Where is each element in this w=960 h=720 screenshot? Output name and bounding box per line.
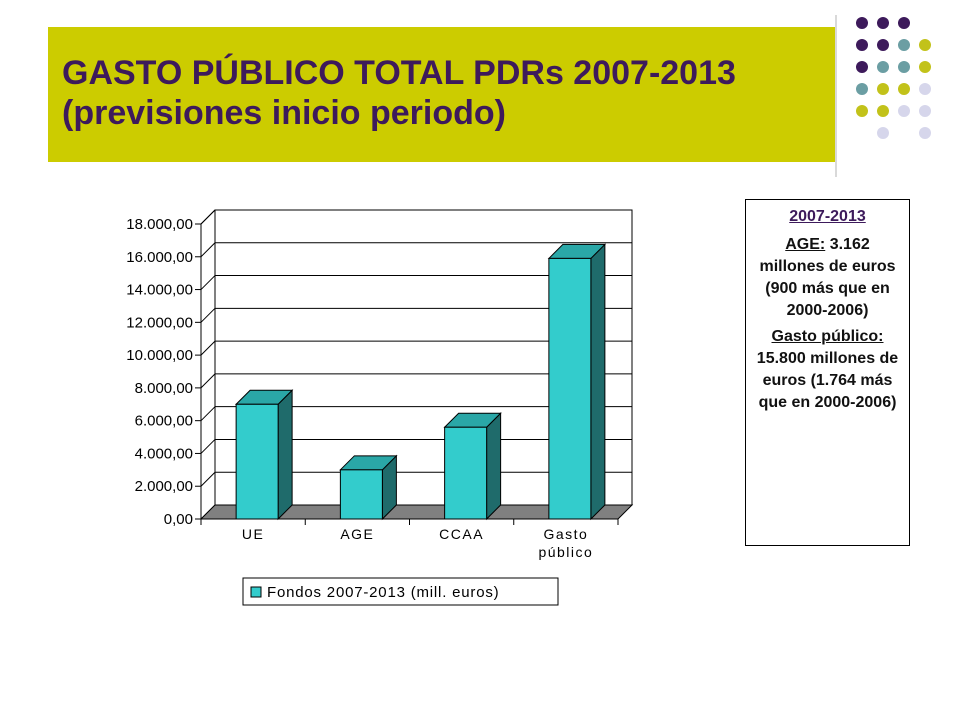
info-age-text: 3.162 millones de euros (900 más que en … [759,236,896,319]
bar-chart: 0,00 2.000,00 4.000,00 6.000,00 8.000,00 10.0… [126,209,634,606]
info-box: 2007-2013 AGE: 3.162 millones de euros (… [745,199,910,546]
decorative-dot [898,39,910,51]
decorative-divider [835,15,837,177]
decorative-dot [898,61,910,73]
legend: Fondos 2007-2013 (mill. euros) [242,577,559,606]
y-tick-label: 0,00 [164,511,193,528]
y-tick-label: 12.000,00 [126,314,193,331]
decorative-dot [898,83,910,95]
y-tick-label: 16.000,00 [126,249,193,266]
x-tick-label: Gasto [543,526,588,542]
decorative-dot [877,17,889,29]
gridline-depth [200,242,216,258]
decorative-dot [919,39,931,51]
decorative-dot [919,61,931,73]
decorative-dot [856,17,868,29]
gridline-depth [200,307,216,323]
bar-side [486,412,502,521]
gridline-depth [200,373,216,389]
decorative-dot [856,39,868,51]
x-tick-label: AGE [340,526,374,542]
decorative-dot [877,61,889,73]
bar [235,403,279,520]
info-gasto: Gasto público: 15.800 millones de euros … [754,326,901,414]
decorative-dot-grid [850,12,950,154]
decorative-dot [877,83,889,95]
slide-title: GASTO PÚBLICO TOTAL PDRs 2007-2013 (prev… [62,53,736,133]
gridline-depth [200,275,216,290]
y-tick-label: 10.000,00 [126,347,193,364]
bar [548,257,592,520]
bar [339,469,383,520]
y-axis: 0,00 2.000,00 4.000,00 6.000,00 8.000,00 10.0… [126,209,216,528]
legend-label: Fondos 2007-2013 (mill. euros) [267,584,499,601]
x-axis-labels: UE AGE CCAA Gasto público [200,519,619,560]
legend-box [242,577,559,606]
info-gasto-text: 15.800 millones de euros (1.764 más que … [756,350,899,411]
decorative-dot [877,105,889,117]
decorative-dot [856,83,868,95]
decorative-dot [919,83,931,95]
decorative-dot [919,105,931,117]
info-age-label: AGE: [785,236,826,253]
y-tick-label: 4.000,00 [135,445,193,462]
y-tick-label: 6.000,00 [135,413,193,430]
decorative-dot [898,17,910,29]
decorative-dot [856,105,868,117]
title-banner: GASTO PÚBLICO TOTAL PDRs 2007-2013 (prev… [48,27,835,162]
bars [234,243,607,521]
x-tick-label: UE [242,526,264,542]
info-gasto-label: Gasto público: [771,328,884,345]
slide-title-line-1: GASTO PÚBLICO TOTAL PDRs 2007-2013 [62,54,736,92]
gridline-depth [200,340,216,356]
decorative-dot [877,127,889,139]
gridline-depth [200,439,216,454]
x-tick-label: CCAA [439,526,484,542]
x-tick-label: público [538,544,593,560]
gridline-depth [200,406,216,422]
y-tick-label: 14.000,00 [126,282,193,299]
y-tick-label: 8.000,00 [135,380,193,397]
decorative-dot [919,127,931,139]
decorative-dot [856,61,868,73]
decorative-dot [877,39,889,51]
bar-side [277,389,293,521]
info-period: 2007-2013 [789,208,866,225]
bar-side [590,243,606,521]
legend-swatch [250,586,262,598]
bar [444,426,488,520]
slide-title-line-2: (previsiones inicio periodo) [62,94,506,132]
decorative-dot [898,105,910,117]
y-tick-label: 2.000,00 [135,478,193,495]
gridline-depth [200,471,216,487]
info-age: AGE: 3.162 millones de euros (900 más qu… [754,234,901,322]
left-wall-edge [200,209,216,225]
y-tick-label: 18.000,00 [126,216,193,233]
